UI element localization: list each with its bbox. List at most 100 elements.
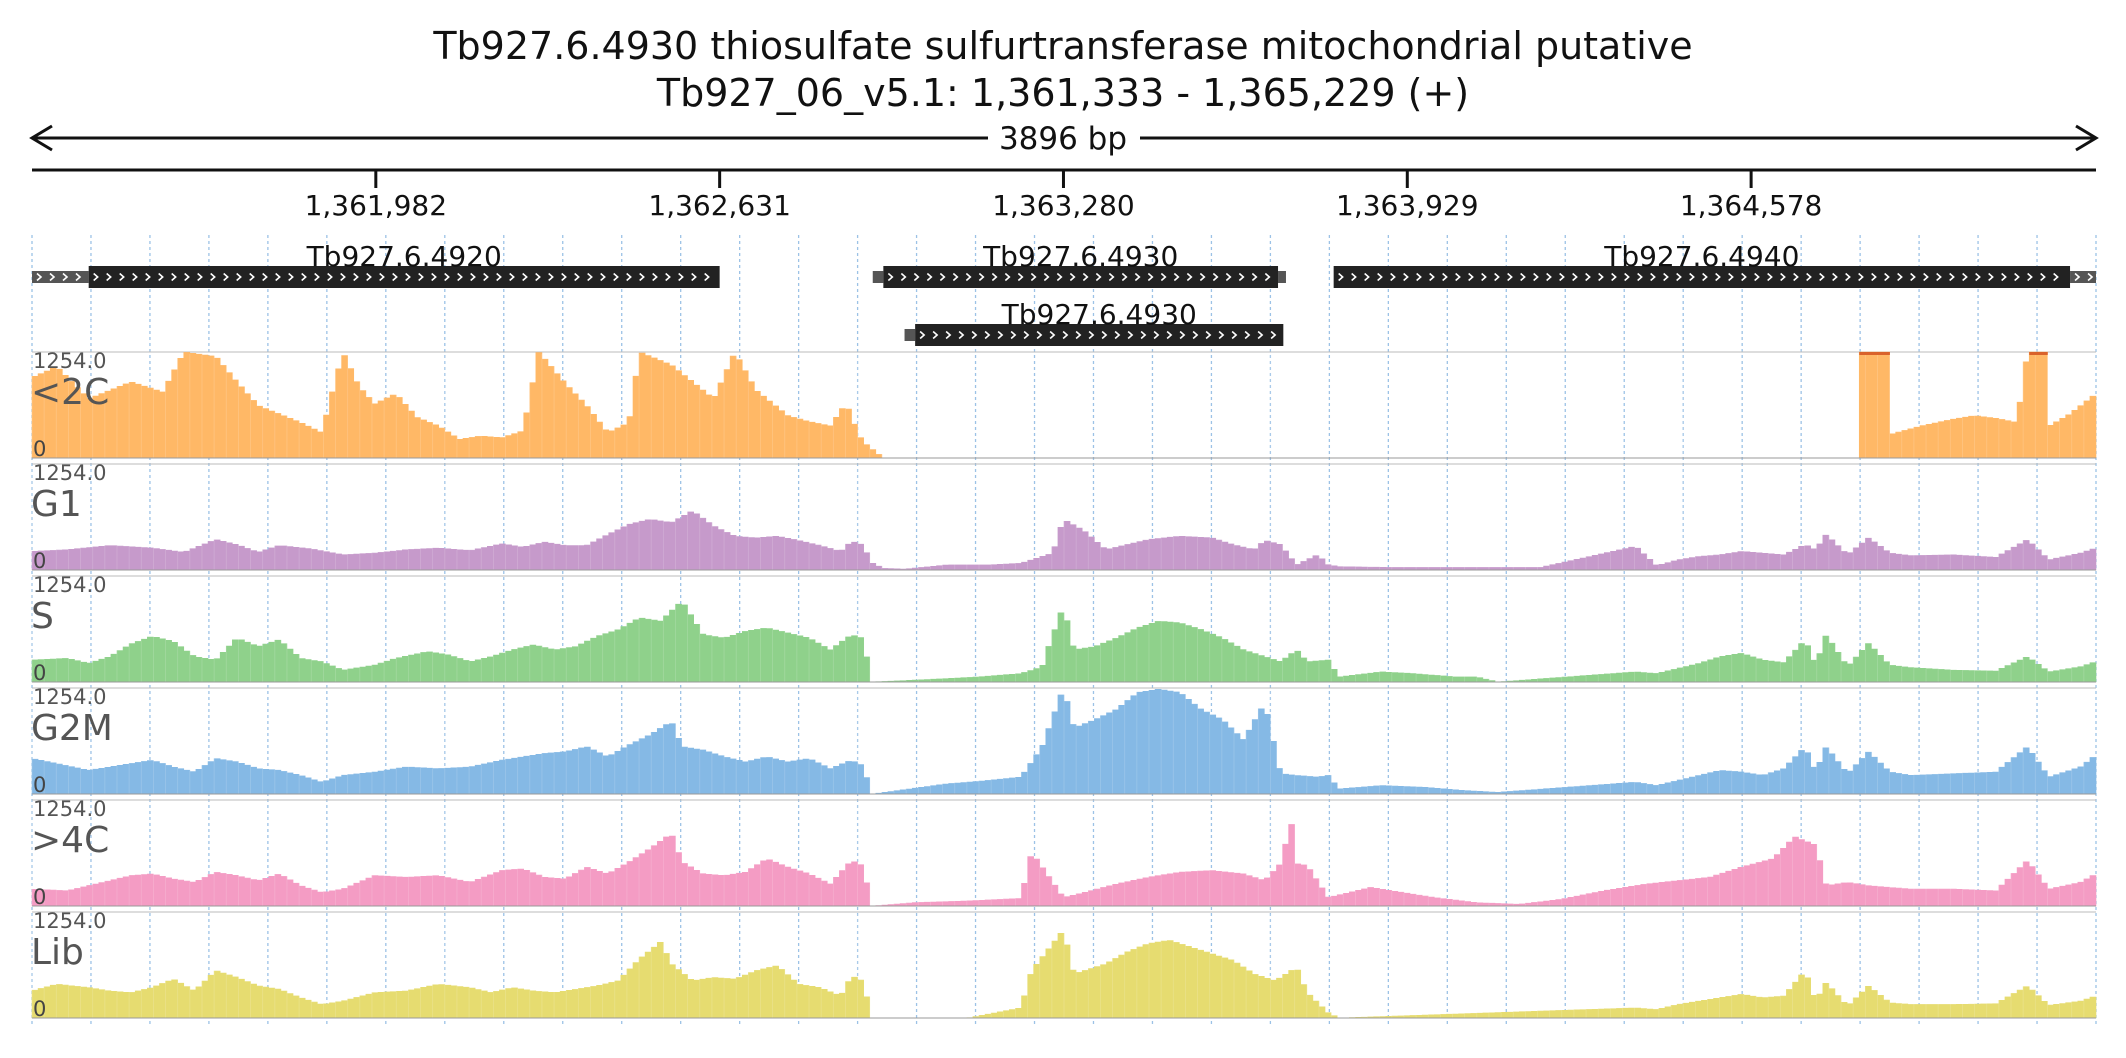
strand-chevron-icon [1962, 272, 1968, 282]
strand-chevron-icon [75, 272, 82, 282]
strand-chevron-icon [1108, 272, 1115, 282]
strand-chevron-icon [1858, 272, 1864, 282]
strand-chevron-icon [1429, 272, 1435, 282]
strand-chevron-icon [1114, 330, 1121, 340]
strand-chevron-icon [1140, 330, 1147, 340]
strand-chevron-icon [340, 272, 346, 282]
strand-chevron-icon [1689, 272, 1695, 282]
gene-model: Tb927.6.4930 [872, 240, 1286, 288]
strand-chevron-icon [958, 330, 965, 340]
strand-chevron-icon [1069, 272, 1076, 282]
strand-chevron-icon [353, 272, 359, 282]
strand-chevron-icon [223, 272, 229, 282]
strand-chevron-icon [1637, 272, 1643, 282]
strand-chevron-icon [2040, 272, 2046, 282]
strand-chevron-icon [392, 272, 398, 282]
strand-chevron-icon [1481, 272, 1487, 282]
chart-title: Tb927.6.4930 thiosulfate sulfurtransfera… [432, 24, 1692, 68]
strand-chevron-icon [366, 272, 372, 282]
region-subtitle: Tb927_06_v5.1: 1,361,333 - 1,365,229 (+) [656, 71, 1469, 115]
track-ymax-label: 1254.0 [33, 685, 106, 709]
strand-chevron-icon [119, 272, 125, 282]
strand-chevron-icon [1559, 272, 1565, 282]
strand-chevron-icon [652, 272, 658, 282]
tick-label: 1,364,578 [1680, 189, 1823, 222]
strand-chevron-icon [1218, 330, 1225, 340]
strand-chevron-icon [132, 272, 138, 282]
strand-chevron-icon [535, 272, 541, 282]
strand-chevron-icon [1030, 272, 1037, 282]
clip-marker [1859, 352, 1866, 355]
strand-chevron-icon [1338, 272, 1344, 282]
strand-chevron-icon [314, 272, 320, 282]
strand-chevron-icon [1257, 330, 1264, 340]
track-ymax-label: 1254.0 [33, 797, 106, 821]
strand-chevron-icon [483, 272, 489, 282]
track-name: G1 [31, 484, 82, 525]
clip-marker [1871, 352, 1878, 355]
strand-chevron-icon [405, 272, 411, 282]
strand-chevron-icon [1910, 272, 1916, 282]
track-name: S [31, 596, 54, 637]
span-arrow-left-icon [29, 124, 53, 152]
strand-chevron-icon [1390, 272, 1396, 282]
strand-chevron-icon [249, 272, 255, 282]
strand-chevron-icon [1238, 272, 1245, 282]
strand-chevron-icon [613, 272, 619, 282]
strand-chevron-icon [1754, 272, 1760, 282]
strand-chevron-icon [1572, 272, 1578, 282]
strand-chevron-icon [1212, 272, 1219, 282]
strand-chevron-icon [1923, 272, 1929, 282]
strand-chevron-icon [913, 272, 920, 282]
strand-chevron-icon [1793, 272, 1799, 282]
strand-chevron-icon [145, 272, 151, 282]
strand-chevron-icon [1004, 272, 1011, 282]
strand-chevron-icon [1741, 272, 1747, 282]
strand-chevron-icon [1101, 330, 1108, 340]
strand-chevron-icon [1023, 330, 1030, 340]
coverage-area [31, 603, 2097, 683]
track-ymax-label: 1254.0 [33, 461, 106, 485]
strand-chevron-icon [1455, 272, 1461, 282]
strand-chevron-icon [379, 272, 385, 282]
track-ymax-label: 1254.0 [33, 909, 106, 933]
strand-chevron-icon [158, 272, 164, 282]
strand-chevron-icon [600, 272, 606, 282]
strand-chevron-icon [1728, 272, 1734, 282]
strand-chevron-icon [1134, 272, 1141, 282]
gene-label: Tb927.6.4930 [1001, 298, 1197, 331]
bar-texture [31, 354, 2085, 458]
track-ymin-label: 0 [33, 437, 46, 461]
strand-chevron-icon [1179, 330, 1186, 340]
bar-texture [31, 690, 2085, 794]
strand-chevron-icon [1264, 272, 1271, 282]
strand-chevron-icon [444, 272, 450, 282]
strand-chevron-icon [1036, 330, 1043, 340]
strand-chevron-icon [1533, 272, 1539, 282]
strand-chevron-icon [1173, 272, 1180, 282]
strand-chevron-icon [1988, 272, 1994, 282]
gene-model: Tb927.6.4930 [904, 298, 1284, 346]
strand-chevron-icon [62, 272, 69, 282]
strand-chevron-icon [1251, 272, 1258, 282]
strand-chevron-icon [678, 272, 684, 282]
strand-chevron-icon [184, 272, 190, 282]
strand-chevron-icon [93, 272, 99, 282]
strand-chevron-icon [210, 272, 216, 282]
strand-chevron-icon [1153, 330, 1160, 340]
strand-chevron-icon [971, 330, 978, 340]
strand-chevron-icon [431, 272, 437, 282]
coverage-area [31, 511, 2097, 571]
strand-chevron-icon [1520, 272, 1526, 282]
gene-utr [1278, 271, 1286, 283]
gene-cds [883, 266, 1279, 288]
strand-chevron-icon [1715, 272, 1721, 282]
strand-chevron-icon [1075, 330, 1082, 340]
strand-chevron-icon [1585, 272, 1591, 282]
strand-chevron-icon [522, 272, 528, 282]
strand-chevron-icon [991, 272, 998, 282]
strand-chevron-icon [1244, 330, 1251, 340]
track-ymin-label: 0 [33, 885, 46, 909]
